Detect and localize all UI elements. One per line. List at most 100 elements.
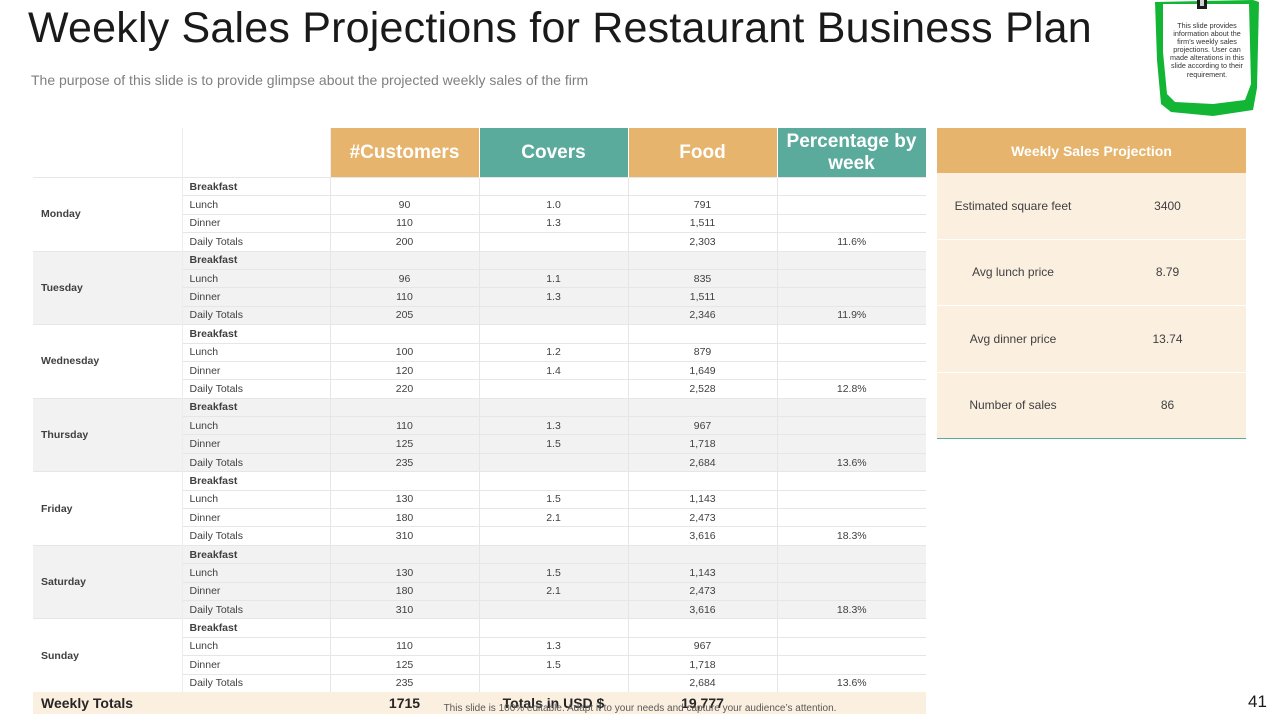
- header-food: Food: [628, 128, 778, 178]
- table-row: Daily Totals 220 2,528 12.8%: [33, 379, 926, 399]
- percentage-cell: [776, 195, 926, 215]
- table-row: Daily Totals 235 2,684 13.6%: [33, 452, 926, 472]
- food-cell: [627, 250, 777, 270]
- meal-label: Daily Totals: [181, 232, 330, 252]
- covers-cell: 2.1: [478, 508, 628, 527]
- percentage-cell: [776, 416, 926, 435]
- food-cell: 3,616: [627, 526, 777, 546]
- projection-label: Number of sales: [969, 398, 1057, 413]
- covers-cell: [478, 305, 628, 325]
- customers-cell: 310: [329, 526, 479, 546]
- page-number: 41: [1248, 692, 1267, 711]
- meal-label: Lunch: [181, 342, 330, 362]
- meal-label: Daily Totals: [181, 526, 330, 546]
- header-blank-meal: [182, 128, 331, 178]
- projection-row: Estimated square feet 3400: [937, 173, 1246, 239]
- covers-cell: [478, 232, 628, 252]
- food-cell: [627, 471, 777, 491]
- meal-label: Lunch: [181, 489, 330, 509]
- food-cell: 967: [627, 416, 777, 435]
- weekly-customers-total: 1715: [330, 691, 479, 714]
- percentage-cell: [776, 618, 926, 638]
- meal-label: Daily Totals: [181, 452, 330, 472]
- table-row: Wednesday Breakfast: [33, 324, 926, 399]
- day-group: Tuesday Breakfast Lunch 96 1.1 835 Dinner 110 1.…: [33, 250, 926, 325]
- table-row: Daily Totals 200 2,303 11.6%: [33, 232, 926, 252]
- food-cell: 1,649: [627, 360, 777, 380]
- table-row: Daily Totals 205 2,346 11.9%: [33, 305, 926, 325]
- projection-label: Estimated square feet: [954, 198, 1072, 213]
- food-cell: 1,511: [627, 213, 777, 233]
- percentage-cell: [776, 268, 926, 288]
- header-percentage: Percentage by week: [777, 128, 927, 178]
- table-row: Thursday Breakfast: [33, 397, 926, 472]
- percentage-cell: [776, 544, 926, 564]
- projection-value: 13.74: [1152, 331, 1183, 346]
- sticky-note-text: This slide provides information about th…: [1170, 21, 1244, 79]
- meal-label: Lunch: [181, 268, 330, 288]
- day-label: Wednesday: [33, 324, 182, 399]
- covers-cell: 1.0: [478, 195, 628, 215]
- customers-cell: 310: [329, 599, 479, 619]
- table-row: Sunday Breakfast: [33, 618, 926, 692]
- day-group: Wednesday Breakfast Lunch 100 1.2 879 Dinner 12…: [33, 324, 926, 399]
- table-row: Daily Totals 310 3,616 18.3%: [33, 526, 926, 546]
- percentage-cell: [776, 581, 926, 601]
- covers-cell: [478, 618, 628, 638]
- table-row: Tuesday Breakfast: [33, 250, 926, 325]
- meal-label: Lunch: [181, 563, 330, 583]
- customers-cell: 130: [329, 563, 479, 583]
- customers-cell: [329, 471, 479, 491]
- customers-cell: [329, 544, 479, 564]
- table-row: Dinner 120 1.4 1,649: [33, 360, 926, 380]
- percentage-cell: 11.9%: [776, 305, 926, 325]
- percentage-cell: 11.6%: [776, 232, 926, 252]
- food-cell: [627, 397, 777, 417]
- table-row: Dinner 180 2.1 2,473: [33, 581, 926, 601]
- meal-label: Daily Totals: [181, 305, 330, 325]
- percentage-cell: [776, 434, 926, 454]
- table-row: Lunch 90 1.0 791: [33, 195, 926, 215]
- covers-cell: [478, 452, 628, 472]
- projection-label: Avg dinner price: [969, 331, 1057, 346]
- covers-cell: 1.3: [478, 416, 628, 435]
- covers-cell: [478, 250, 628, 270]
- table-row: Dinner 180 2.1 2,473: [33, 508, 926, 527]
- projection-title: Weekly Sales Projection: [937, 128, 1246, 173]
- weekly-totals-row: Weekly Totals 1715 Totals in USD $19,777: [33, 691, 926, 714]
- percentage-cell: [776, 636, 926, 656]
- covers-cell: 1.5: [478, 489, 628, 509]
- percentage-cell: 13.6%: [776, 673, 926, 692]
- day-label: Thursday: [33, 397, 182, 472]
- table-row: Dinner 125 1.5 1,718: [33, 434, 926, 454]
- day-label: Tuesday: [33, 250, 182, 325]
- food-cell: 2,684: [627, 673, 777, 692]
- projection-value: 3400: [1154, 198, 1181, 213]
- day-label: Monday: [33, 177, 182, 252]
- table-row: Lunch 130 1.5 1,143: [33, 563, 926, 583]
- meal-label: Daily Totals: [181, 599, 330, 619]
- food-cell: 1,143: [627, 489, 777, 509]
- percentage-cell: [776, 250, 926, 270]
- food-cell: 1,718: [627, 434, 777, 454]
- customers-cell: 90: [329, 195, 479, 215]
- table-row: Dinner 110 1.3 1,511: [33, 213, 926, 233]
- projection-value: 8.79: [1155, 265, 1180, 280]
- customers-cell: 120: [329, 360, 479, 380]
- customers-cell: 220: [329, 379, 479, 399]
- table-row: Lunch 130 1.5 1,143: [33, 489, 926, 509]
- covers-cell: [478, 544, 628, 564]
- percentage-cell: [776, 342, 926, 362]
- percentage-cell: [776, 397, 926, 417]
- meal-label: Dinner: [181, 581, 330, 601]
- day-label: Sunday: [33, 618, 182, 692]
- clip-icon: [1197, 0, 1207, 9]
- customers-cell: 235: [329, 452, 479, 472]
- covers-cell: [478, 673, 628, 692]
- table-row: Monday Breakfast: [33, 176, 926, 252]
- meal-label: Dinner: [181, 287, 330, 307]
- food-cell: [627, 618, 777, 638]
- food-cell: 791: [627, 195, 777, 215]
- covers-cell: 1.5: [478, 563, 628, 583]
- meal-label: Breakfast: [181, 397, 330, 417]
